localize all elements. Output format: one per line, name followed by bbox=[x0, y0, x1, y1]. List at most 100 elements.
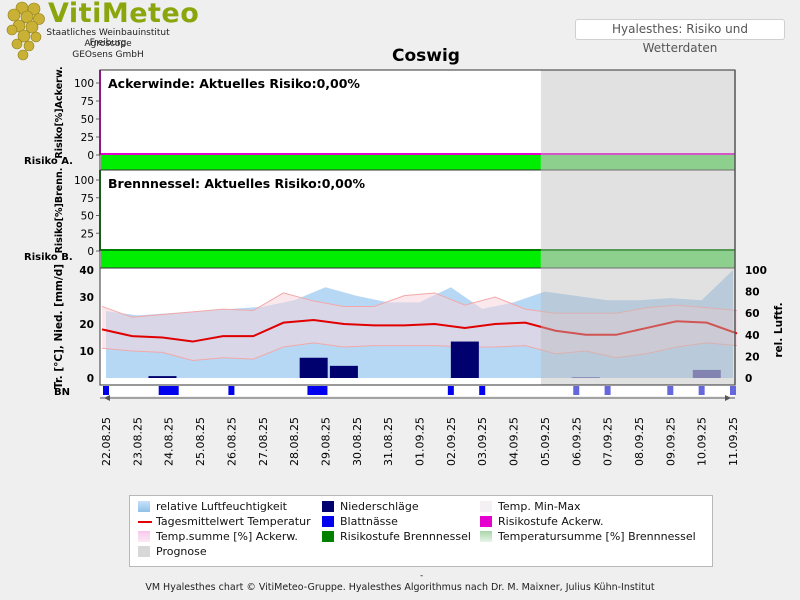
ytick-label-ackerwinde: 50 bbox=[81, 114, 94, 126]
legend-swatch-humidity bbox=[138, 501, 150, 512]
panel-heading-brennnessel: Brennnessel: Aktuelles Risiko:0,00% bbox=[108, 176, 366, 191]
precip-bar bbox=[299, 357, 328, 378]
bn-label: BN bbox=[54, 387, 70, 398]
xtick-label-date: 06.09.25 bbox=[570, 417, 583, 466]
ytick-label-weather-left: 20 bbox=[79, 319, 94, 331]
legend-swatch-brenn bbox=[322, 531, 334, 542]
xtick-label-date: 27.08.25 bbox=[257, 417, 270, 466]
xtick-label-date: 03.09.25 bbox=[476, 417, 489, 466]
xtick-label-date: 08.09.25 bbox=[633, 417, 646, 466]
ytick-label-weather-right: 20 bbox=[745, 351, 760, 363]
ytick-label-weather-right: 40 bbox=[745, 330, 760, 342]
legend-label: Risikostufe Ackerw. bbox=[498, 515, 604, 528]
legend-label: Niederschläge bbox=[340, 500, 419, 513]
leaf-wetness-mark bbox=[158, 386, 179, 395]
ytick-label-ackerwinde: 0 bbox=[87, 150, 94, 162]
xtick-label-date: 29.08.25 bbox=[319, 417, 332, 466]
precip-bar bbox=[692, 369, 721, 378]
xtick-label-date: 10.09.25 bbox=[696, 417, 709, 466]
legend-swatch-precip bbox=[322, 501, 334, 512]
leaf-wetness-mark bbox=[228, 386, 235, 395]
ylabel-weather-left: Tr. [°C], Nied. [mm/d] bbox=[53, 264, 65, 389]
risk-stripe-forecast-ackerwinde bbox=[540, 155, 735, 170]
ylabel-brennnessel: Risiko[%]Brenn. bbox=[54, 168, 65, 254]
ytick-label-weather-right: 100 bbox=[745, 265, 767, 277]
xtick-label-date: 05.09.25 bbox=[539, 417, 552, 466]
tab-risk-weather[interactable]: Hyalesthes: Risiko und Wetterdaten bbox=[575, 19, 785, 55]
xtick-label-date: 22.08.25 bbox=[100, 417, 113, 466]
ylabel-ackerwinde: Risiko[%]Ackerw. bbox=[54, 66, 65, 158]
xtick-label-date: 26.08.25 bbox=[225, 417, 238, 466]
legend-swatch-leafwet bbox=[322, 516, 334, 527]
precip-bar bbox=[329, 365, 358, 378]
logo-line-3: GEOsens GmbH bbox=[72, 50, 144, 60]
forecast-overlay bbox=[540, 70, 735, 385]
ytick-label-weather-left: 30 bbox=[79, 292, 94, 304]
logo-line-2: Agroscope bbox=[84, 39, 132, 49]
ytick-label-weather-left: 40 bbox=[79, 265, 94, 277]
scroll-left-handle-icon[interactable] bbox=[104, 395, 110, 401]
ytick-label-ackerwinde: 100 bbox=[74, 78, 94, 90]
legend-label: Temperatursumme [%] Brennnessel bbox=[498, 530, 696, 543]
ytick-label-ackerwinde: 75 bbox=[81, 96, 94, 108]
ytick-label-brennnessel: 100 bbox=[74, 175, 94, 187]
leaf-wetness-mark bbox=[667, 386, 674, 395]
leaf-wetness-mark bbox=[604, 386, 611, 395]
xtick-label-date: 04.09.25 bbox=[508, 417, 521, 466]
ylabel-weather-right: rel. Luftf. bbox=[773, 302, 785, 357]
risk-stripe-brennnessel bbox=[101, 251, 541, 268]
legend-swatch-tsum_brenn bbox=[480, 531, 492, 542]
xtick-label-date: 28.08.25 bbox=[288, 417, 301, 466]
precip-bar bbox=[450, 341, 479, 378]
vitimeteo-logo: VitiMeteo Staatliches Weinbauinstitut Fr… bbox=[0, 0, 200, 62]
ytick-label-weather-right: 0 bbox=[745, 373, 752, 385]
stripe-label-ackerwinde: Risiko A. bbox=[24, 156, 73, 167]
precip-bar bbox=[571, 377, 600, 378]
legend: relative Luftfeuchtigkeit Niederschläge Te… bbox=[129, 495, 713, 567]
leaf-wetness-mark bbox=[573, 386, 580, 395]
legend-label: Prognose bbox=[156, 545, 207, 558]
footer-dash: - bbox=[420, 571, 424, 581]
footer-credit: VM Hyalesthes chart © VitiMeteo-Gruppe. … bbox=[145, 582, 655, 593]
ytick-label-brennnessel: 25 bbox=[81, 228, 94, 240]
ytick-label-weather-left: 0 bbox=[87, 373, 94, 385]
precip-bar bbox=[148, 376, 177, 378]
ytick-label-brennnessel: 75 bbox=[81, 193, 94, 205]
xtick-label-date: 02.09.25 bbox=[445, 417, 458, 466]
ytick-label-weather-right: 80 bbox=[745, 287, 760, 299]
xtick-label-date: 24.08.25 bbox=[163, 417, 176, 466]
logo-title: VitiMeteo bbox=[48, 0, 200, 29]
ytick-label-weather-right: 60 bbox=[745, 308, 760, 320]
xtick-label-date: 07.09.25 bbox=[602, 417, 615, 466]
legend-swatch-acker bbox=[480, 516, 492, 527]
legend-label: relative Luftfeuchtigkeit bbox=[156, 500, 287, 513]
temp-minmax-band bbox=[102, 292, 737, 361]
temp-mean-line bbox=[101, 318, 738, 343]
stripe-label-brennnessel: Risiko B. bbox=[24, 252, 73, 263]
ytick-label-ackerwinde: 25 bbox=[81, 132, 94, 144]
ytick-label-weather-left: 10 bbox=[79, 346, 94, 358]
xtick-label-date: 31.08.25 bbox=[382, 417, 395, 466]
legend-swatch-temp bbox=[138, 521, 152, 523]
temp-min-line bbox=[101, 342, 738, 361]
xtick-label-date: 25.08.25 bbox=[194, 417, 207, 466]
leaf-wetness-row bbox=[100, 385, 735, 396]
leaf-wetness-mark bbox=[479, 386, 486, 395]
leaf-wetness-mark bbox=[307, 386, 328, 395]
logo-line-1: Staatliches Weinbauinstitut Freiburg bbox=[46, 28, 170, 48]
legend-label: Temp. Min-Max bbox=[498, 500, 581, 513]
legend-swatch-prognose bbox=[138, 546, 150, 557]
legend-swatch-minmax bbox=[480, 501, 492, 512]
grape-cluster-icon bbox=[6, 1, 45, 61]
ytick-label-brennnessel: 50 bbox=[81, 211, 94, 223]
risk-stripe-forecast-brennnessel bbox=[540, 251, 735, 268]
legend-label: Temp.summe [%] Ackerw. bbox=[156, 530, 298, 543]
legend-label: Tagesmittelwert Temperatur bbox=[156, 515, 311, 528]
xtick-label-date: 11.09.25 bbox=[727, 417, 740, 466]
legend-label: Risikostufe Brennnessel bbox=[340, 530, 471, 543]
xtick-label-date: 23.08.25 bbox=[131, 417, 144, 466]
leaf-wetness-mark bbox=[698, 386, 705, 395]
legend-label: Blattnässe bbox=[340, 515, 398, 528]
scroll-right-handle-icon[interactable] bbox=[725, 395, 731, 401]
